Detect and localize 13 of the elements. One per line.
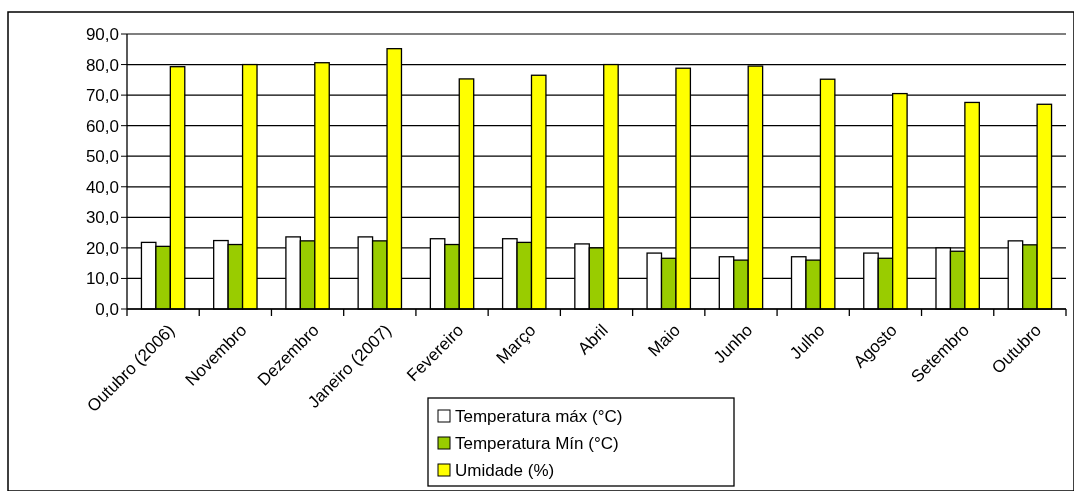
y-tick-label: 20,0 — [85, 238, 119, 258]
y-tick-label: 0,0 — [95, 299, 119, 319]
y-tick-label: 40,0 — [85, 177, 119, 197]
legend-label: Temperatura Mín (°C) — [455, 433, 619, 453]
y-tick-label: 90,0 — [85, 24, 119, 44]
y-tick-label: 80,0 — [85, 55, 119, 75]
legend-label: Umidade (%) — [455, 460, 555, 480]
legend-label: Temperatura máx (°C) — [455, 406, 623, 426]
y-tick-label: 50,0 — [85, 147, 119, 167]
y-tick-label: 30,0 — [85, 208, 119, 228]
y-tick-label: 60,0 — [85, 116, 119, 136]
y-tick-label: 10,0 — [85, 269, 119, 289]
y-tick-label: 70,0 — [85, 86, 119, 106]
